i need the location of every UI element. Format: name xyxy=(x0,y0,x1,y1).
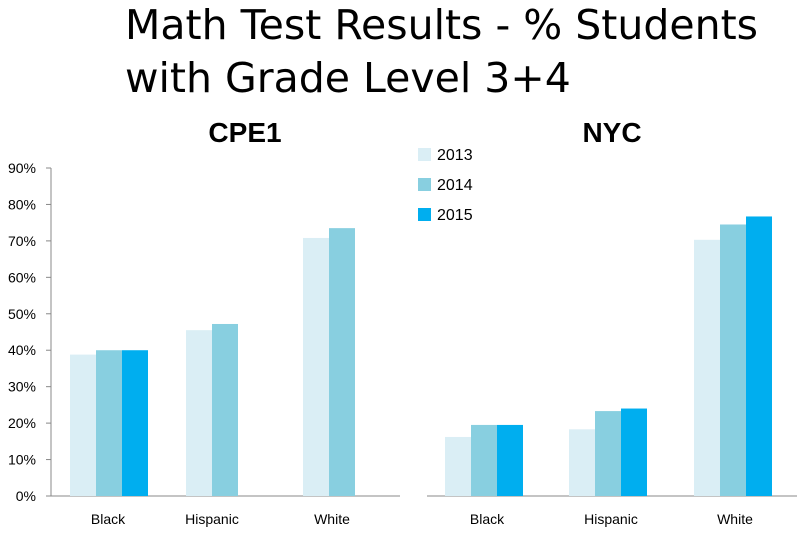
bar-cpe1-black-2015 xyxy=(122,350,148,496)
title-line-2: with Grade Level 3+4 xyxy=(125,54,571,102)
y-tick-label: 90% xyxy=(8,160,36,176)
bar-nyc-hispanic-2014 xyxy=(595,411,621,496)
category-label-cpe1-white: White xyxy=(314,511,350,527)
bar-cpe1-black-2013 xyxy=(70,354,96,496)
bar-cpe1-black-2014 xyxy=(96,350,122,496)
y-tick-label: 60% xyxy=(8,269,36,285)
legend-swatch-2014 xyxy=(418,178,431,191)
legend-label-2013: 2013 xyxy=(437,147,473,164)
bar-nyc-hispanic-2013 xyxy=(569,429,595,496)
bar-cpe1-hispanic-2013 xyxy=(186,330,212,496)
y-tick-label: 10% xyxy=(8,452,36,468)
y-tick-label: 70% xyxy=(8,233,36,249)
panel-title-cpe1: CPE1 xyxy=(208,117,281,148)
legend-swatch-2013 xyxy=(418,148,431,161)
category-label-cpe1-black: Black xyxy=(91,511,126,527)
category-label-cpe1-hispanic: Hispanic xyxy=(185,511,239,527)
bar-cpe1-white-2013 xyxy=(303,237,329,496)
y-tick-label: 80% xyxy=(8,196,36,212)
y-tick-label: 0% xyxy=(16,488,36,504)
bar-cpe1-white-2014 xyxy=(329,228,355,496)
y-tick-label: 20% xyxy=(8,415,36,431)
legend-swatch-2015 xyxy=(418,208,431,221)
legend-label-2015: 2015 xyxy=(437,207,473,224)
bar-nyc-hispanic-2015 xyxy=(621,408,647,496)
bar-nyc-black-2015 xyxy=(497,424,523,496)
category-label-nyc-hispanic: Hispanic xyxy=(584,511,638,527)
y-tick-label: 50% xyxy=(8,306,36,322)
y-tick-label: 40% xyxy=(8,342,36,358)
panel-title-nyc: NYC xyxy=(582,117,641,148)
legend-label-2014: 2014 xyxy=(437,177,473,194)
bar-nyc-white-2013 xyxy=(694,239,720,496)
category-label-nyc-black: Black xyxy=(470,511,505,527)
category-label-nyc-white: White xyxy=(717,511,753,527)
bar-nyc-black-2014 xyxy=(471,424,497,496)
bar-nyc-white-2014 xyxy=(720,224,746,496)
bar-nyc-white-2015 xyxy=(746,216,772,496)
title-line-1: Math Test Results - % Students xyxy=(125,1,759,49)
bar-nyc-black-2013 xyxy=(445,436,471,496)
bar-cpe1-hispanic-2014 xyxy=(212,323,238,496)
y-tick-label: 30% xyxy=(8,379,36,395)
